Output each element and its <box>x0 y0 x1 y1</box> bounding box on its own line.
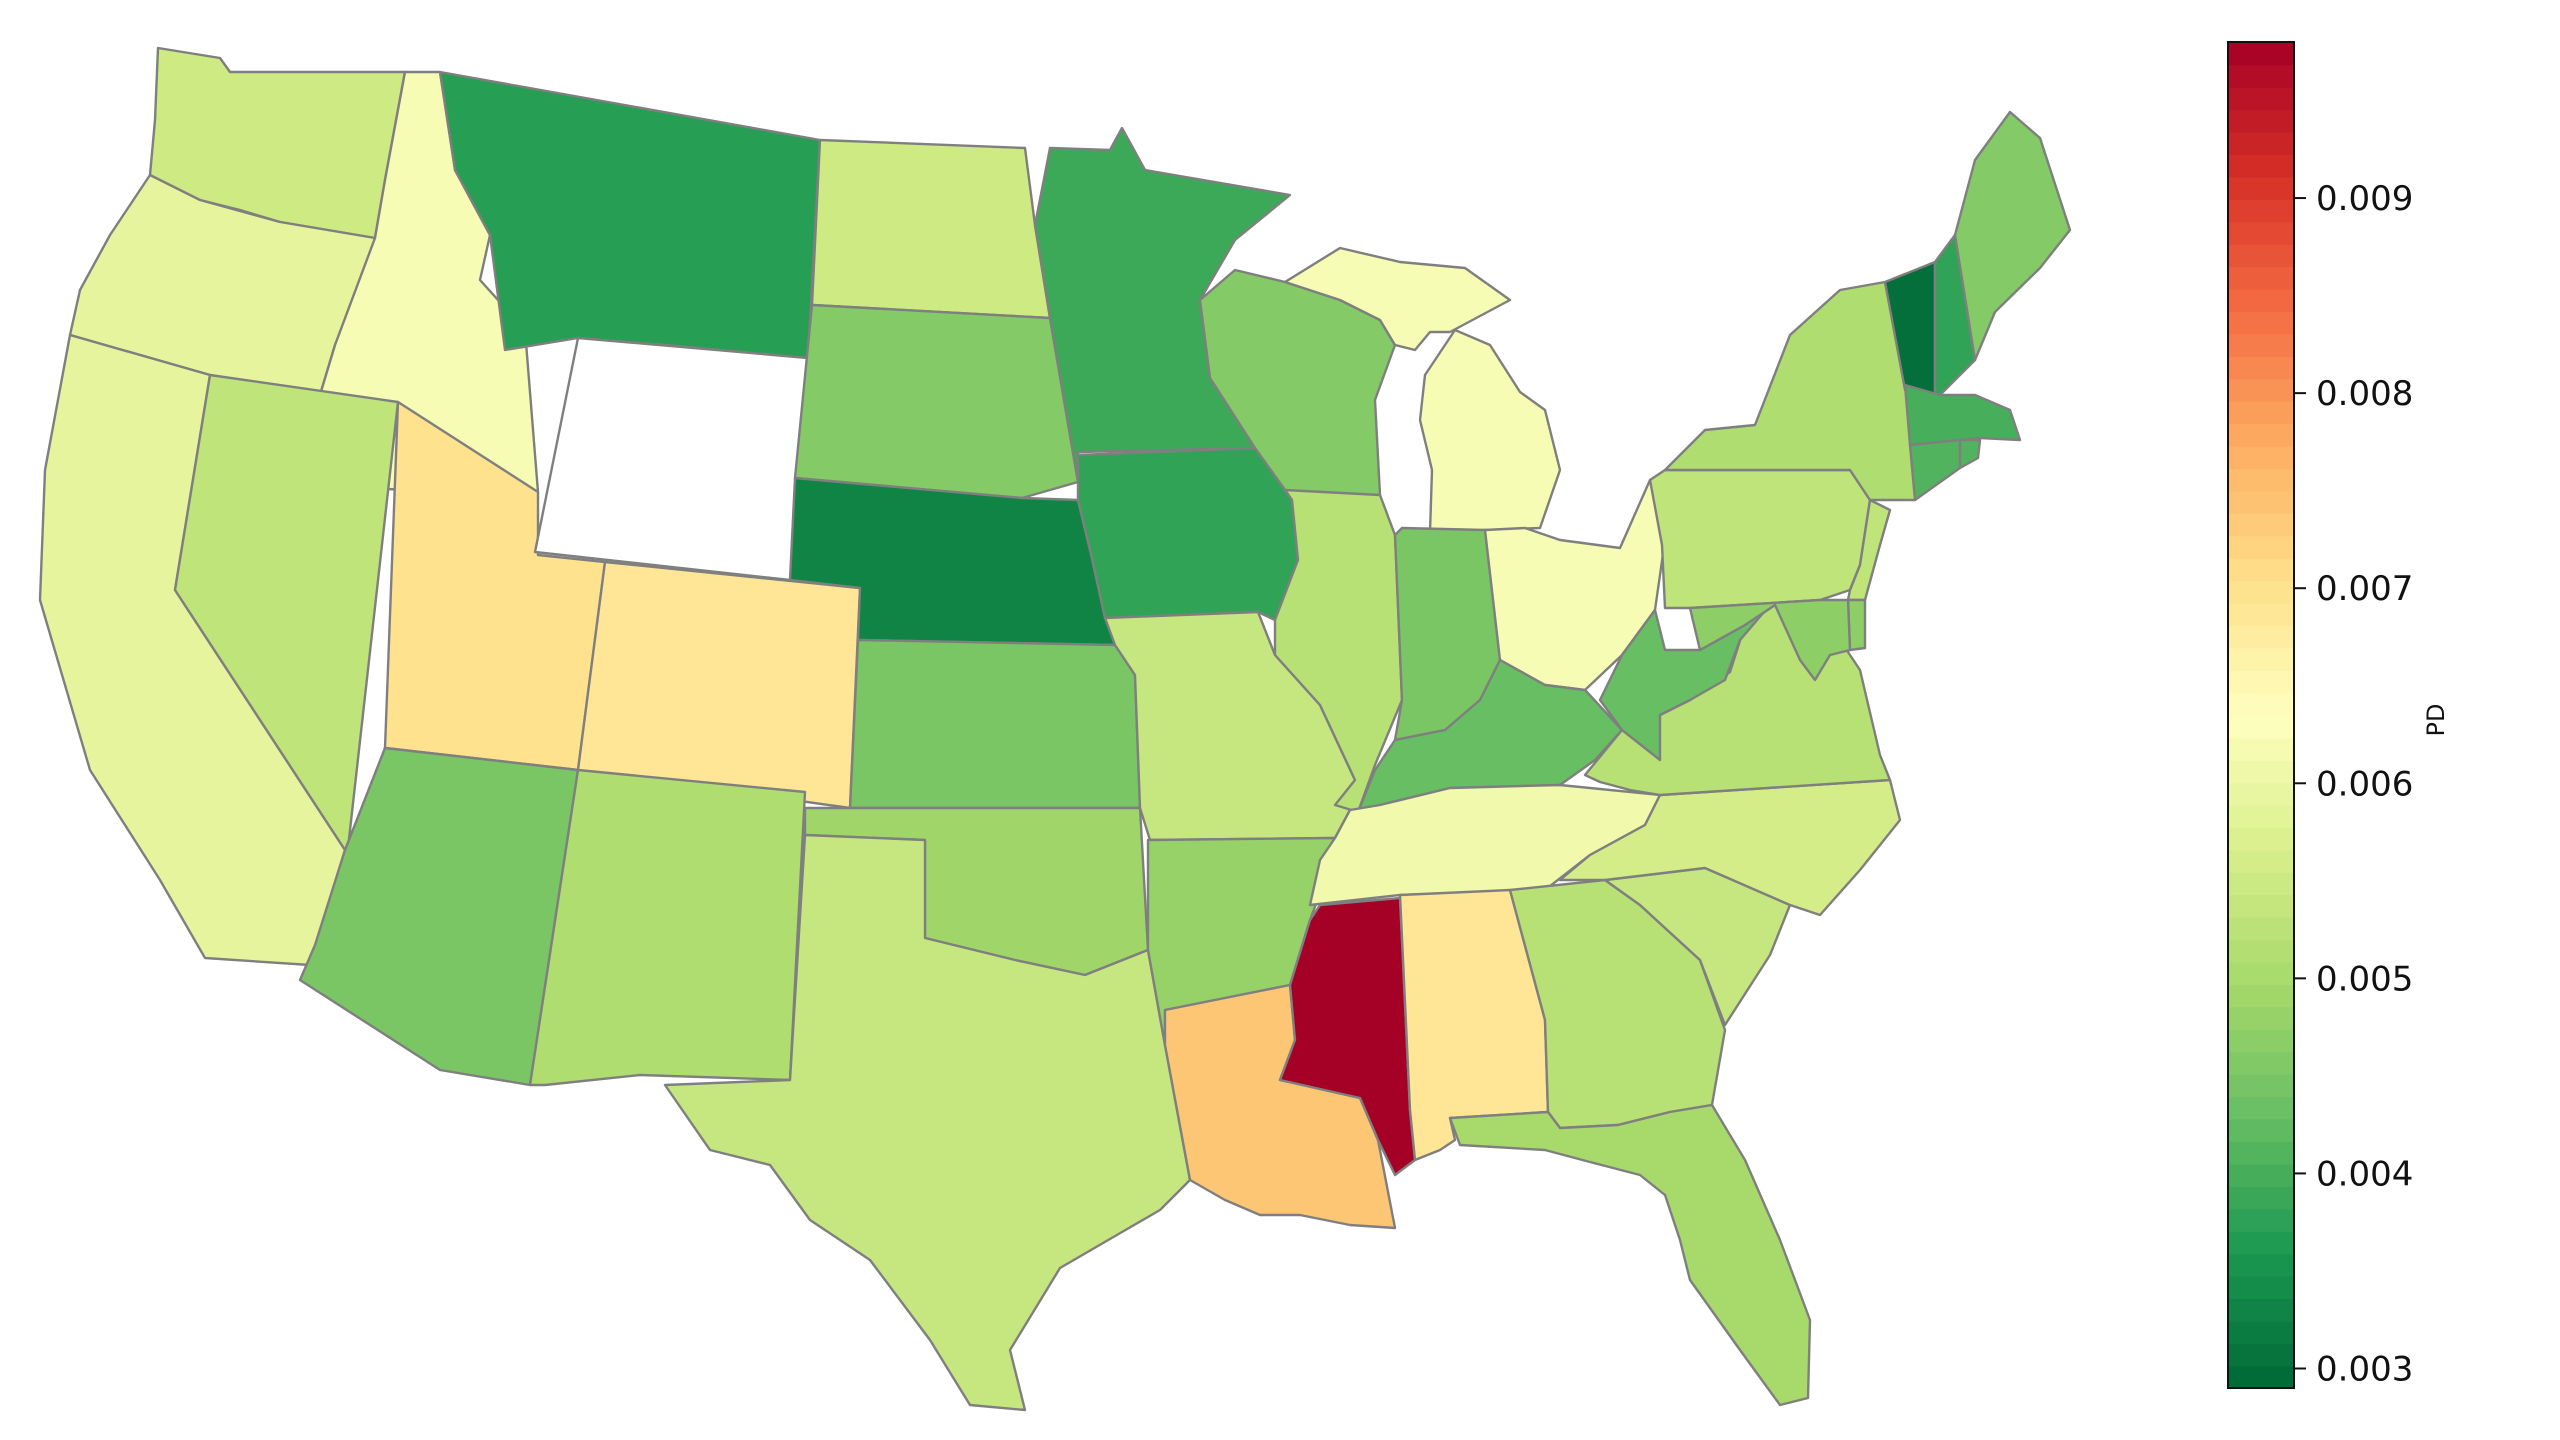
colorbar-ticks: 0.003 0.004 0.005 0.006 0.007 0.008 0.009 <box>2294 179 2413 1389</box>
state-ma <box>1903 383 2022 447</box>
colorbar-tick-label: 0.007 <box>2316 569 2413 609</box>
colorbar-tick-label: 0.004 <box>2316 1154 2413 1194</box>
colorbar-band <box>2228 1141 2294 1165</box>
colorbar-band <box>2228 894 2294 918</box>
colorbar-band <box>2228 916 2294 941</box>
colorbar-band <box>2228 468 2294 492</box>
colorbar-band <box>2228 64 2294 88</box>
colorbar-tick-label: 0.008 <box>2316 374 2413 414</box>
state-co <box>576 560 862 810</box>
colorbar-band <box>2228 715 2294 739</box>
colorbar-band <box>2228 872 2294 896</box>
state-ri <box>1958 438 1982 470</box>
state-ia <box>1076 446 1300 622</box>
state-ct <box>1908 438 1962 502</box>
colorbar-band <box>2228 199 2294 223</box>
colorbar-band <box>2228 557 2294 582</box>
colorbar-band <box>2228 333 2294 357</box>
colorbar-band <box>2228 131 2294 155</box>
colorbar-band <box>2228 827 2294 851</box>
colorbar-tick-label: 0.009 <box>2316 179 2413 219</box>
colorbar-band <box>2228 266 2294 290</box>
colorbar-band <box>2228 378 2294 402</box>
colorbar-band <box>2228 692 2294 716</box>
colorbar-band <box>2228 1365 2294 1389</box>
state-pa <box>1648 468 1872 610</box>
colorbar-band <box>2228 602 2294 627</box>
colorbar-band <box>2228 243 2294 268</box>
colorbar-gradient <box>2228 42 2294 1389</box>
colorbar-band <box>2228 984 2294 1008</box>
colorbar-band <box>2228 961 2294 985</box>
colorbar-band <box>2228 1230 2294 1255</box>
colorbar-band <box>2228 939 2294 963</box>
state-mi <box>1283 246 1562 534</box>
colorbar-band <box>2228 400 2294 425</box>
states-layer <box>38 46 2072 1412</box>
state-wy <box>533 336 810 582</box>
colorbar-band <box>2228 625 2294 649</box>
colorbar-band <box>2228 86 2294 111</box>
state-ny <box>1663 280 1922 502</box>
colorbar-band <box>2228 782 2294 806</box>
colorbar-band <box>2228 109 2294 133</box>
colorbar-band <box>2228 176 2294 200</box>
state-nh <box>1933 233 1977 397</box>
state-ks <box>848 638 1142 810</box>
colorbar-band <box>2228 1118 2294 1143</box>
colorbar-band <box>2228 1343 2294 1367</box>
colorbar-band <box>2228 1320 2294 1344</box>
colorbar-band <box>2228 1006 2294 1030</box>
colorbar-band <box>2228 1208 2294 1232</box>
colorbar-band <box>2228 221 2294 245</box>
colorbar-band <box>2228 535 2294 559</box>
colorbar-band <box>2228 42 2294 66</box>
colorbar-band <box>2228 1186 2294 1210</box>
colorbar-band <box>2228 445 2294 470</box>
state-nd <box>810 138 1052 320</box>
colorbar-band <box>2228 670 2294 694</box>
colorbar-band <box>2228 759 2294 784</box>
state-sd <box>793 303 1080 500</box>
colorbar-band <box>2228 737 2294 761</box>
colorbar-band <box>2228 1275 2294 1300</box>
colorbar-band <box>2228 849 2294 873</box>
state-wv <box>1598 603 1772 762</box>
colorbar-band <box>2228 513 2294 537</box>
colorbar-band <box>2228 154 2294 178</box>
colorbar-band <box>2228 423 2294 447</box>
colorbar-band <box>2228 356 2294 380</box>
state-me <box>1953 110 2072 362</box>
state-nm <box>528 768 807 1087</box>
colorbar: 0.003 0.004 0.005 0.006 0.007 0.008 0.009 PD <box>2227 41 2450 1389</box>
colorbar-band <box>2228 1163 2294 1187</box>
colorbar-band <box>2228 1073 2294 1098</box>
colorbar-band <box>2228 647 2294 671</box>
colorbar-frame <box>2227 41 2295 1389</box>
colorbar-band <box>2228 490 2294 514</box>
state-tx <box>663 833 1192 1412</box>
colorbar-band <box>2228 804 2294 828</box>
colorbar-band <box>2228 1096 2294 1120</box>
colorbar-tick-label: 0.006 <box>2316 764 2413 804</box>
colorbar-band <box>2228 1253 2294 1277</box>
colorbar-band <box>2228 288 2294 312</box>
colorbar-tick-label: 0.005 <box>2316 959 2413 999</box>
colorbar-band <box>2228 580 2294 604</box>
state-fl <box>1448 1103 1812 1407</box>
colorbar-label: PD <box>2422 704 2450 737</box>
colorbar-tick-label: 0.003 <box>2316 1349 2413 1389</box>
colorbar-band <box>2228 1051 2294 1075</box>
state-md <box>1688 598 1852 682</box>
state-nc <box>1558 778 1902 917</box>
colorbar-band <box>2228 1298 2294 1322</box>
colorbar-band <box>2228 1029 2294 1053</box>
colorbar-band <box>2228 311 2294 335</box>
